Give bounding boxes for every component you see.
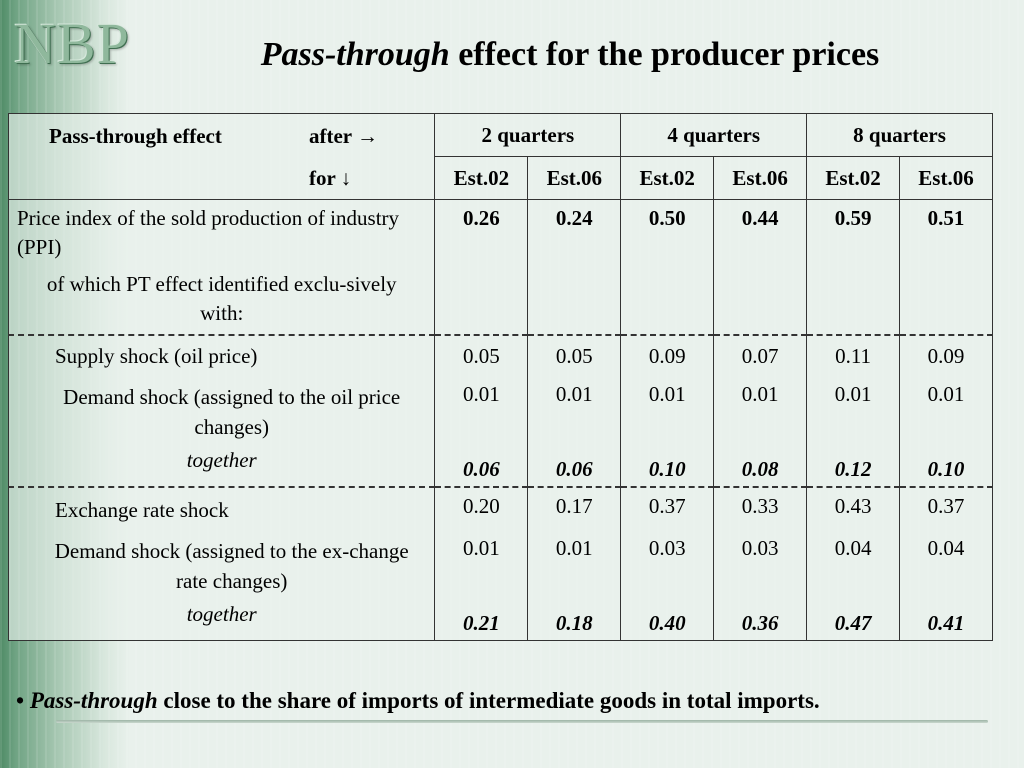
cell-value: 0.01 bbox=[713, 382, 807, 448]
ppi-label-cell: Price index of the sold production of in… bbox=[8, 199, 435, 335]
bottom-divider bbox=[56, 720, 988, 723]
ppi-label: Price index of the sold production of in… bbox=[17, 206, 400, 259]
header-8-quarters: 8 quarters bbox=[806, 113, 993, 157]
together-value: 0.10 bbox=[899, 448, 993, 487]
row-label: Demand shock (assigned to the ex-change … bbox=[54, 539, 409, 593]
ppi-value: 0.50 bbox=[620, 199, 714, 335]
ppi-value: 0.44 bbox=[713, 199, 807, 335]
together-label: together bbox=[186, 602, 257, 626]
together-value: 0.18 bbox=[527, 602, 621, 641]
ppi-value: 0.51 bbox=[899, 199, 993, 335]
table-row-fx-demand: Demand shock (assigned to the ex-change … bbox=[9, 536, 993, 602]
pass-through-table: Pass-through effect after → for ↓ 2 quar… bbox=[7, 113, 993, 641]
header-2-quarters: 2 quarters bbox=[434, 113, 622, 157]
together-value: 0.06 bbox=[434, 448, 528, 487]
cell-value: 0.01 bbox=[620, 382, 714, 448]
header-est: Est.02 bbox=[434, 156, 529, 200]
header-corner: Pass-through effect after → for ↓ bbox=[7, 113, 436, 200]
row-label: Supply shock (oil price) bbox=[8, 334, 435, 382]
together-value: 0.12 bbox=[806, 448, 900, 487]
row-label: Exchange rate shock bbox=[8, 486, 435, 536]
header-row-estimates: Est.02 Est.06 Est.02 Est.06 Est.02 Est.0… bbox=[9, 156, 993, 200]
cell-value: 0.05 bbox=[527, 334, 621, 382]
together-value: 0.36 bbox=[713, 602, 807, 641]
cell-value: 0.09 bbox=[899, 334, 993, 382]
cell-value: 0.05 bbox=[434, 334, 528, 382]
together-value: 0.06 bbox=[527, 448, 621, 487]
header-row-horizons: Pass-through effect after → for ↓ 2 quar… bbox=[7, 113, 993, 200]
cell-value: 0.07 bbox=[713, 334, 807, 382]
table-row-ppi: Price index of the sold production of in… bbox=[8, 199, 993, 335]
header-pt-effect: Pass-through effect bbox=[49, 124, 222, 148]
bullet-icon: • bbox=[16, 688, 25, 713]
header-after: after → bbox=[309, 124, 378, 148]
cell-value: 0.03 bbox=[713, 536, 807, 602]
cell-value: 0.04 bbox=[899, 536, 993, 602]
header-est: Est.06 bbox=[713, 156, 808, 200]
together-label: together bbox=[186, 448, 257, 472]
table-row-oil-demand: Demand shock (assigned to the oil price … bbox=[9, 382, 993, 448]
bullet-note: • Pass-through close to the share of imp… bbox=[16, 688, 820, 714]
header-est: Est.02 bbox=[806, 156, 901, 200]
title-italic: Pass-through bbox=[260, 36, 450, 73]
cell-value: 0.37 bbox=[620, 486, 714, 536]
cell-value: 0.01 bbox=[899, 382, 993, 448]
cell-value: 0.01 bbox=[527, 536, 621, 602]
header-est: Est.06 bbox=[899, 156, 993, 200]
table-row-oil-supply: Supply shock (oil price) 0.05 0.05 0.09 … bbox=[8, 334, 993, 382]
together-value: 0.40 bbox=[620, 602, 714, 641]
slide-title: Pass-through effect for the producer pri… bbox=[0, 36, 1024, 74]
table-row-fx-shock: Exchange rate shock 0.20 0.17 0.37 0.33 … bbox=[8, 486, 993, 536]
bullet-italic: Pass-through bbox=[29, 688, 158, 713]
cell-value: 0.37 bbox=[899, 486, 993, 536]
title-rest: effect for the producer prices bbox=[449, 36, 880, 73]
header-est: Est.02 bbox=[620, 156, 715, 200]
header-4-quarters: 4 quarters bbox=[620, 113, 808, 157]
cell-value: 0.04 bbox=[806, 536, 900, 602]
ppi-value: 0.26 bbox=[434, 199, 528, 335]
cell-value: 0.01 bbox=[806, 382, 900, 448]
together-value: 0.21 bbox=[434, 602, 528, 641]
together-value: 0.47 bbox=[806, 602, 900, 641]
cell-value: 0.17 bbox=[527, 486, 621, 536]
cell-value: 0.09 bbox=[620, 334, 714, 382]
header-est: Est.06 bbox=[527, 156, 622, 200]
cell-value: 0.43 bbox=[806, 486, 900, 536]
together-value: 0.41 bbox=[899, 602, 993, 641]
cell-value: 0.11 bbox=[806, 334, 900, 382]
row-label: Demand shock (assigned to the oil price … bbox=[63, 385, 401, 439]
table-row-oil-together: together 0.06 0.06 0.10 0.08 0.12 0.10 bbox=[9, 448, 993, 487]
cell-value: 0.01 bbox=[434, 382, 528, 448]
header-for: for ↓ bbox=[309, 166, 352, 190]
table-row-fx-together: together 0.21 0.18 0.40 0.36 0.47 0.41 bbox=[9, 602, 993, 641]
nbp-logo: NBP bbox=[14, 11, 130, 76]
cell-value: 0.01 bbox=[527, 382, 621, 448]
ppi-sublabel: of which PT effect identified exclu-sive… bbox=[46, 272, 397, 325]
cell-value: 0.03 bbox=[620, 536, 714, 602]
bullet-text: close to the share of imports of interme… bbox=[157, 688, 820, 713]
cell-value: 0.33 bbox=[713, 486, 807, 536]
together-value: 0.10 bbox=[620, 448, 714, 487]
ppi-value: 0.24 bbox=[527, 199, 621, 335]
cell-value: 0.01 bbox=[434, 536, 528, 602]
together-value: 0.08 bbox=[713, 448, 807, 487]
ppi-value: 0.59 bbox=[806, 199, 900, 335]
cell-value: 0.20 bbox=[434, 486, 528, 536]
